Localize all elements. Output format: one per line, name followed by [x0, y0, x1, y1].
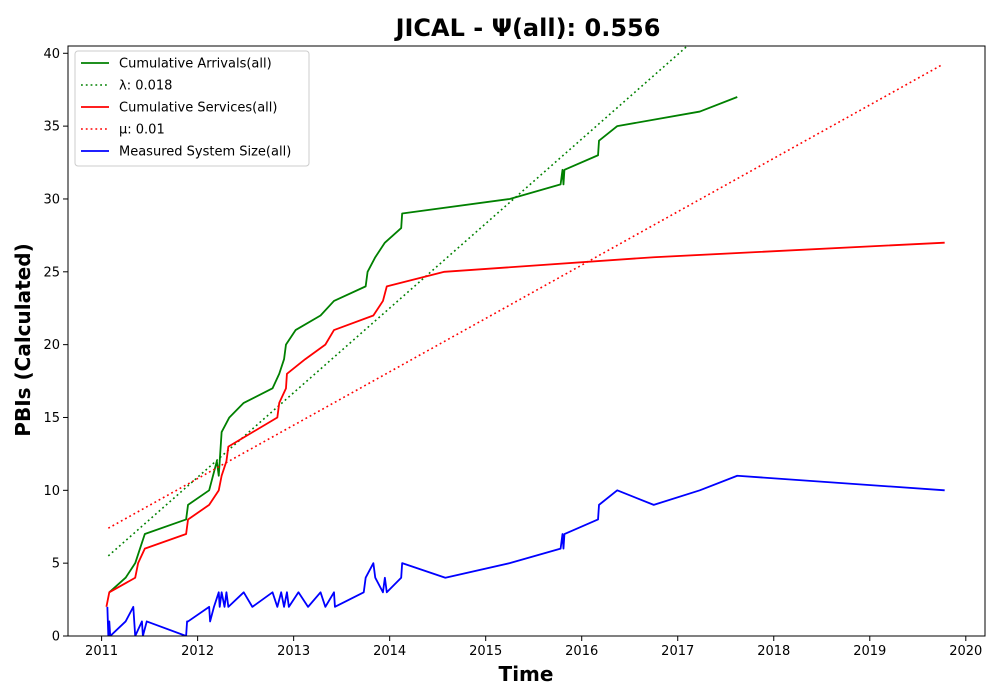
- legend-box: [74, 50, 310, 167]
- y-tick-label: 35: [43, 120, 60, 135]
- legend-label-5: Measured System Size(all): [119, 145, 291, 160]
- series-line-5: [106, 474, 945, 636]
- x-tick-label: 2015: [469, 644, 502, 659]
- x-tick-label: 2012: [181, 644, 214, 659]
- x-tick-label: 2019: [853, 644, 886, 659]
- y-tick-label: 40: [43, 47, 60, 62]
- x-tick-label: 2016: [565, 644, 598, 659]
- y-tick-label: 0: [52, 630, 60, 645]
- legend-label-3: Cumulative Services(all): [119, 101, 277, 116]
- legend-label-2: λ: 0.018: [119, 79, 172, 94]
- y-tick-label: 15: [43, 411, 60, 426]
- x-tick-label: 2013: [277, 644, 310, 659]
- x-tick-label: 2020: [949, 644, 982, 659]
- y-tick-label: 5: [52, 557, 60, 572]
- chart-title: JICAL - Ψ(all): 0.556: [394, 14, 661, 42]
- x-tick-label: 2014: [373, 644, 406, 659]
- series-line-3: [105, 241, 945, 608]
- y-tick-label: 30: [43, 192, 60, 207]
- series-line-2: [107, 46, 688, 557]
- legend-label-4: μ: 0.01: [119, 123, 165, 138]
- legend-label-1: Cumulative Arrivals(all): [119, 57, 272, 72]
- y-axis-label: PBIs (Calculated): [11, 243, 35, 436]
- series-line-1: [108, 96, 738, 593]
- y-tick-label: 20: [43, 338, 60, 353]
- x-tick-label: 2011: [85, 644, 118, 659]
- y-tick-label: 10: [43, 484, 60, 499]
- plot-frame: [67, 45, 986, 637]
- legend: Cumulative Arrivals(all) λ: 0.018 Cumulati…: [74, 50, 310, 167]
- series-line-4: [107, 64, 943, 529]
- x-axis-label: Time: [499, 662, 554, 686]
- y-tick-label: 25: [43, 265, 60, 280]
- plot-area: [105, 46, 945, 636]
- axes: 2011 2012 2013 2014 2015 2016 2017 2018 2019 2020…: [43, 45, 986, 659]
- x-tick-label: 2017: [661, 644, 694, 659]
- x-tick-label: 2018: [757, 644, 790, 659]
